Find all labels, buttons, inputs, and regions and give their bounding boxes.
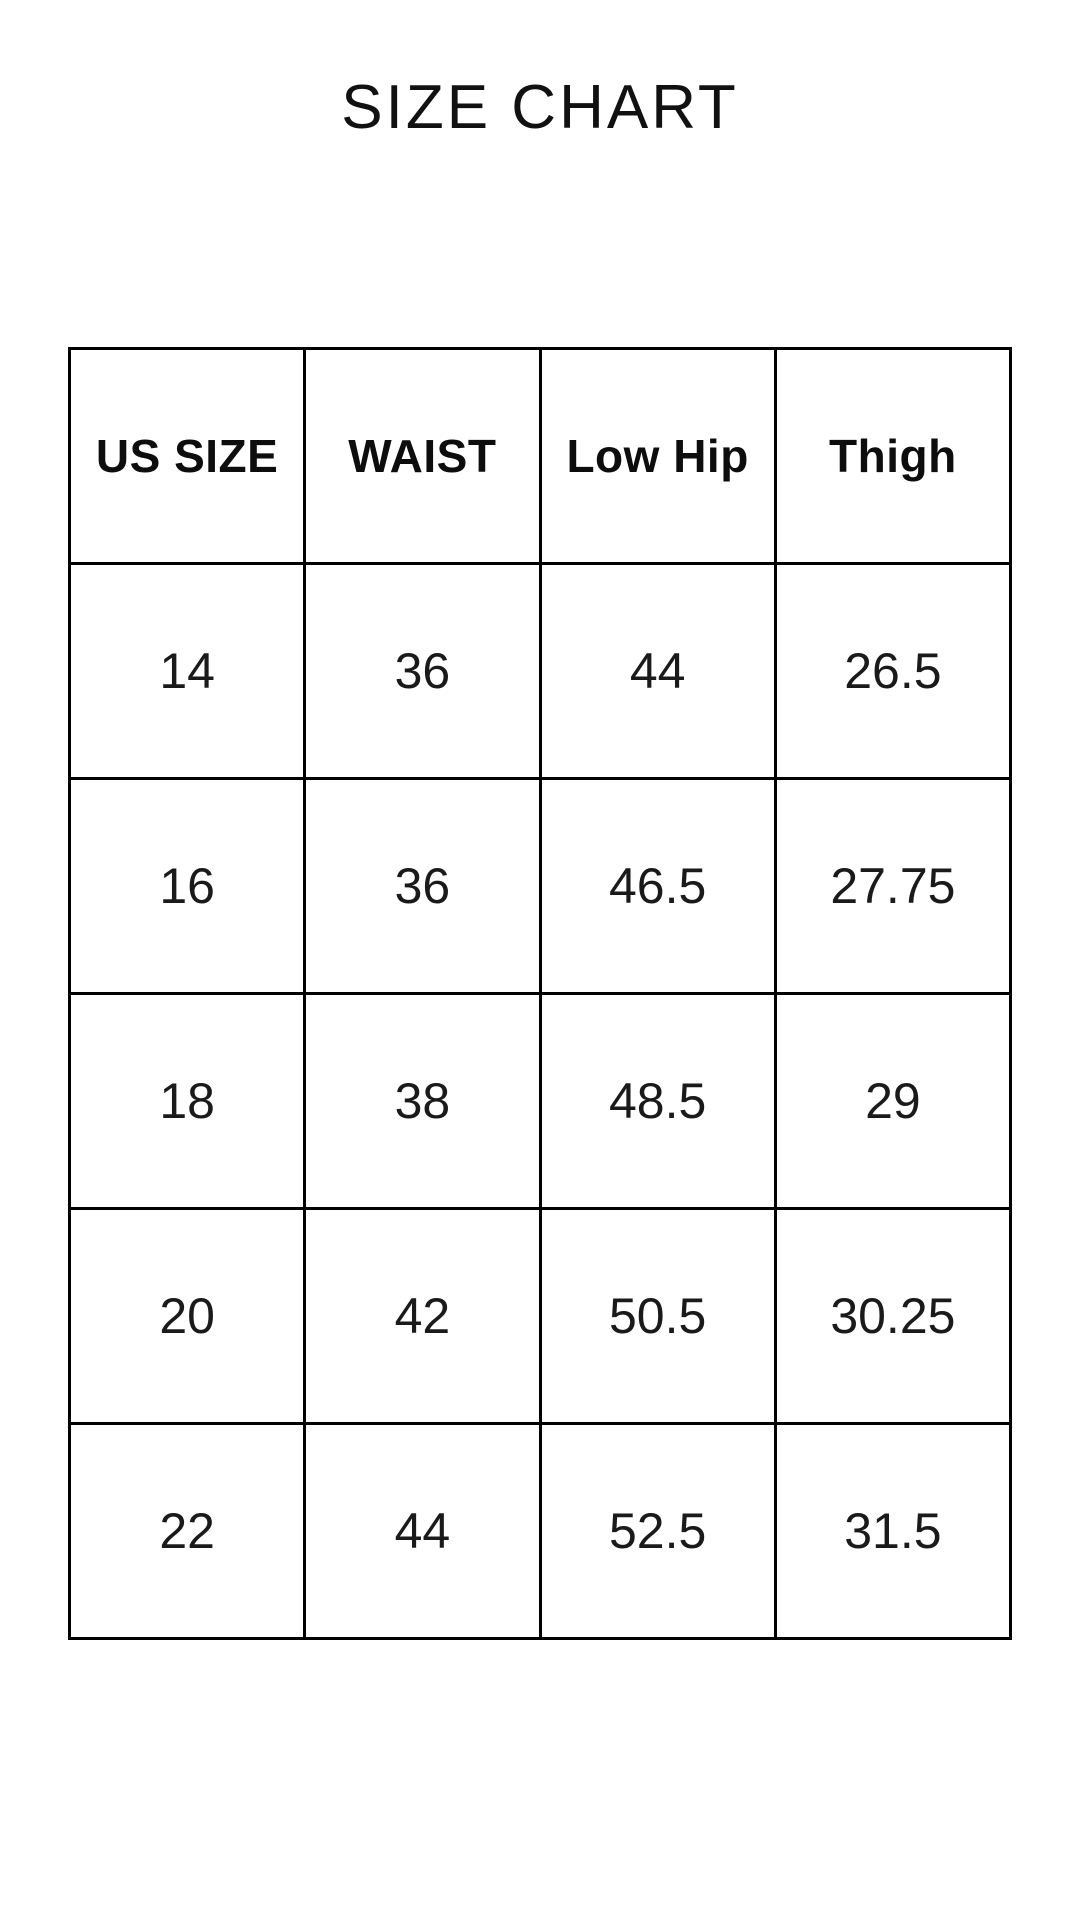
cell-thigh: 31.5 [773, 1422, 1013, 1640]
cell-us-size: 18 [67, 992, 307, 1210]
cell-low-hip: 48.5 [538, 992, 777, 1210]
header-row: US SIZE WAIST Low Hip Thigh [67, 347, 1013, 565]
cell-waist: 36 [303, 777, 542, 995]
cell-us-size: 22 [67, 1422, 307, 1640]
cell-waist: 38 [303, 992, 542, 1210]
cell-waist: 44 [303, 1422, 542, 1640]
table-row: 22 44 52.5 31.5 [67, 1422, 1013, 1640]
cell-low-hip: 52.5 [538, 1422, 777, 1640]
header-cell-low-hip: Low Hip [538, 347, 777, 565]
cell-waist: 36 [303, 562, 542, 780]
page-title: SIZE CHART [341, 73, 739, 142]
table-row: 20 42 50.5 30.25 [67, 1207, 1013, 1425]
table-row: 18 38 48.5 29 [67, 992, 1013, 1210]
cell-thigh: 26.5 [773, 562, 1013, 780]
cell-thigh: 29 [773, 992, 1013, 1210]
cell-low-hip: 44 [538, 562, 777, 780]
table-row: 14 36 44 26.5 [67, 562, 1013, 780]
header-cell-thigh: Thigh [773, 347, 1013, 565]
cell-waist: 42 [303, 1207, 542, 1425]
cell-us-size: 16 [67, 777, 307, 995]
cell-thigh: 27.75 [773, 777, 1013, 995]
cell-us-size: 14 [67, 562, 307, 780]
cell-thigh: 30.25 [773, 1207, 1013, 1425]
size-chart-table: US SIZE WAIST Low Hip Thigh 14 36 44 26.… [67, 347, 1013, 1640]
cell-low-hip: 50.5 [538, 1207, 777, 1425]
header-cell-waist: WAIST [303, 347, 542, 565]
cell-us-size: 20 [67, 1207, 307, 1425]
cell-low-hip: 46.5 [538, 777, 777, 995]
header-cell-us-size: US SIZE [67, 347, 307, 565]
table-row: 16 36 46.5 27.75 [67, 777, 1013, 995]
